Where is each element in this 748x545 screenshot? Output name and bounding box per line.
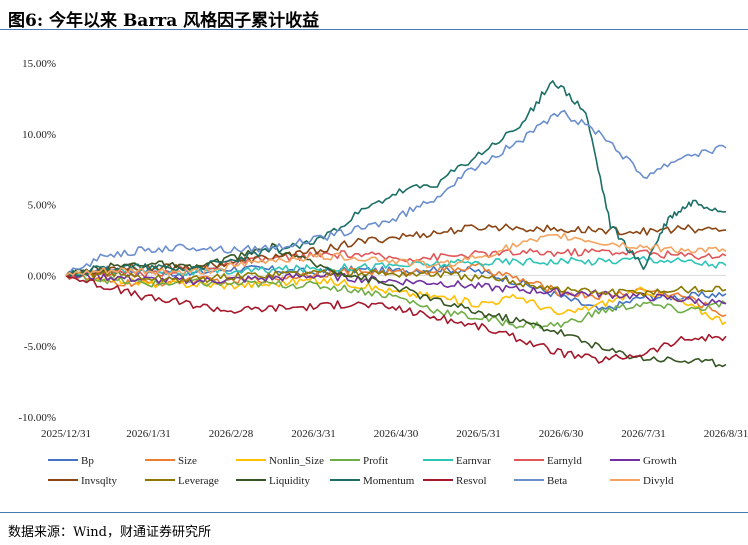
series-line-liquidity bbox=[65, 242, 727, 368]
legend-label: Liquidity bbox=[269, 475, 310, 487]
series-line-bp bbox=[65, 264, 727, 311]
legend-label: Resvol bbox=[456, 475, 487, 487]
series-line-beta bbox=[65, 109, 727, 277]
series-line-resvol bbox=[65, 274, 727, 364]
chart-title: 图6: 今年以来 Barra 风格因子累计收益 bbox=[8, 11, 320, 31]
y-tick-label: 0.00% bbox=[28, 270, 56, 282]
x-tick-label: 2026/6/30 bbox=[539, 428, 584, 440]
legend-label: Bp bbox=[81, 455, 94, 467]
x-tick-label: 2026/8/31 bbox=[704, 428, 748, 440]
legend-label: Profit bbox=[363, 455, 388, 467]
x-tick-label: 2026/2/28 bbox=[209, 428, 254, 440]
legend-label: Divyld bbox=[643, 475, 674, 487]
legend-label: Invsqlty bbox=[81, 475, 118, 487]
y-tick-label: -5.00% bbox=[24, 341, 56, 353]
series-line-invsqlty bbox=[65, 223, 727, 277]
legend-label: Earnyld bbox=[547, 455, 582, 467]
x-tick-label: 2025/12/31 bbox=[41, 428, 91, 440]
x-tick-label: 2026/7/31 bbox=[621, 428, 666, 440]
y-tick-label: 15.00% bbox=[22, 58, 56, 70]
footer-divider bbox=[0, 512, 748, 513]
title-divider bbox=[0, 29, 748, 30]
legend-label: Leverage bbox=[178, 475, 219, 487]
chart-legend: Bp Size Nonlin_Size Profit Earnvar Earnyld Gro… bbox=[48, 455, 677, 487]
legend-label: Growth bbox=[643, 455, 677, 467]
legend-label: Earnvar bbox=[456, 455, 491, 467]
series-line-leverage bbox=[65, 267, 727, 297]
legend-label: Nonlin_Size bbox=[269, 455, 324, 467]
legend-label: Beta bbox=[547, 475, 567, 487]
x-tick-label: 2026/5/31 bbox=[456, 428, 501, 440]
series-line-momentum bbox=[65, 80, 727, 279]
chart-axes: 15.00% 10.00% 5.00% 0.00% -5.00% -10.00% 2025/… bbox=[18, 58, 748, 440]
y-tick-label: 5.00% bbox=[28, 200, 56, 212]
x-tick-label: 2026/1/31 bbox=[126, 428, 171, 440]
x-tick-label: 2026/3/31 bbox=[291, 428, 336, 440]
series-line-profit bbox=[65, 272, 727, 329]
chart-series bbox=[65, 80, 727, 368]
series-line-divyld bbox=[65, 232, 727, 277]
series-line-earnyld bbox=[65, 248, 727, 280]
x-tick-label: 2026/4/30 bbox=[374, 428, 419, 440]
source-note: 数据来源：Wind，财通证券研究所 bbox=[8, 525, 211, 540]
legend-label: Size bbox=[178, 455, 197, 467]
y-tick-label: -10.00% bbox=[18, 412, 56, 424]
legend-label: Momentum bbox=[363, 475, 415, 487]
y-tick-label: 10.00% bbox=[22, 129, 56, 141]
